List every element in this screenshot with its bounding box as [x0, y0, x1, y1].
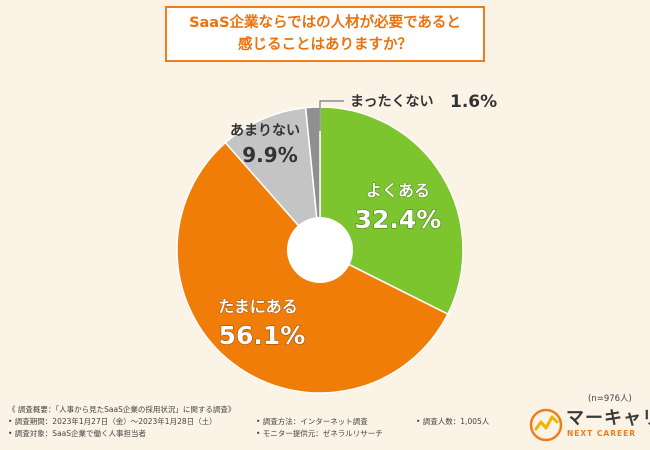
leader-line-mattaku [319, 100, 344, 131]
overview-heading: 《 調査概要：「人事から見たSaaS企業の採用状況」に関する調査》 [8, 405, 236, 414]
survey-target: • 調査対象：SaaS企業で働く人事担当者 [8, 429, 147, 438]
value-amari: 9.9% [242, 143, 297, 167]
value-yoku: 32.4% [355, 205, 442, 234]
survey-method: • 調査方法：インターネット調査 [256, 417, 368, 426]
logo-mark-icon [529, 408, 563, 442]
value-mattaku: 1.6% [450, 92, 497, 112]
title-line-1: SaaS企業ならではの人材が必要であると [189, 15, 461, 31]
logo-name: マーキャリ [566, 408, 650, 429]
survey-overview: 《 調査概要：「人事から見たSaaS企業の採用状況」に関する調査》 • 調査期間… [8, 404, 508, 440]
label-mattaku: まったくない [350, 94, 433, 110]
value-tamani: 56.1% [219, 321, 306, 350]
survey-people: • 調査人数：1,005人 [416, 417, 490, 426]
label-yoku: よくある [366, 181, 430, 200]
slice-yoku [319, 106, 464, 316]
title-line-2: 感じることはありますか？ [238, 37, 412, 53]
survey-period: • 調査期間：2023年1月27日（金）〜2023年1月28日（土） [8, 417, 217, 426]
sample-size: (n=976人) [588, 394, 632, 404]
logo-subtitle: NEXT CAREER [567, 429, 637, 438]
slice-amari [224, 106, 321, 253]
donut-hole [287, 217, 353, 283]
label-amari: あまりない [230, 123, 300, 139]
label-tamani: たまにある [218, 297, 298, 316]
chart-title: SaaS企業ならではの人材が必要であると 感じることはありますか？ [165, 6, 485, 62]
logo: マーキャリ NEXT CAREER [528, 403, 650, 447]
survey-provider: • モニター提供元：ゼネラルリサーチ [256, 429, 383, 438]
